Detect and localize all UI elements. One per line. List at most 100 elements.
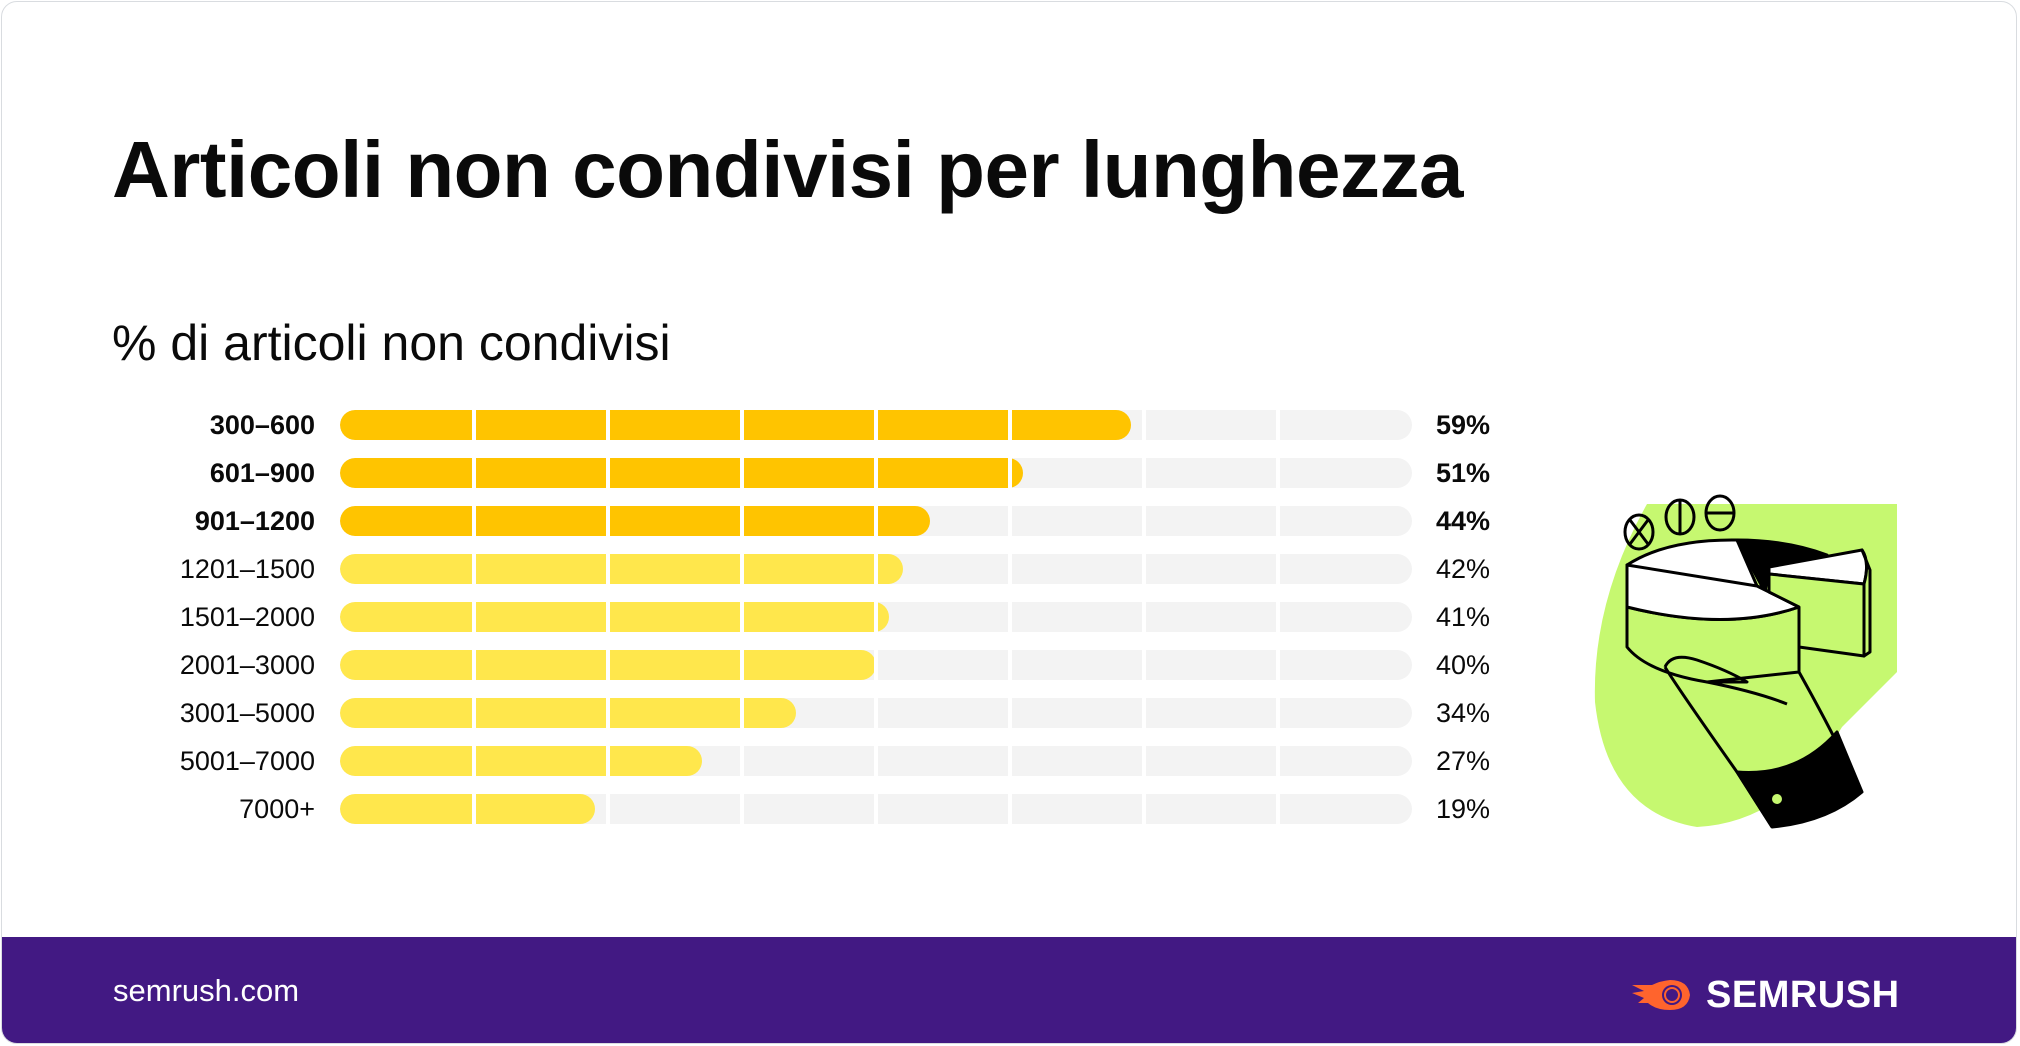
gridline <box>472 602 476 632</box>
gridline <box>606 602 610 632</box>
gridline <box>874 746 878 776</box>
bar-track <box>340 506 1412 536</box>
category-label: 1201–1500 <box>179 554 315 584</box>
bar <box>340 698 796 728</box>
gridline <box>606 458 610 488</box>
gridline <box>1008 506 1012 536</box>
gridline <box>472 746 476 776</box>
chart-subtitle: % di articoli non condivisi <box>112 315 671 371</box>
gridline <box>874 410 878 440</box>
gridline <box>606 794 610 824</box>
gridline <box>874 602 878 632</box>
bar-track <box>340 746 1412 776</box>
gridline <box>1008 698 1012 728</box>
gridline <box>1008 746 1012 776</box>
gridline <box>874 650 878 680</box>
value-label: 27% <box>1436 746 1491 776</box>
circle-x-icon <box>1623 513 1655 551</box>
gridline <box>874 554 878 584</box>
bar-track <box>340 410 1412 440</box>
gridline <box>740 506 744 536</box>
gridline <box>1142 698 1146 728</box>
gridline <box>606 698 610 728</box>
category-label: 5001–7000 <box>179 746 315 776</box>
value-label: 44% <box>1436 506 1491 536</box>
gridline <box>472 794 476 824</box>
gridline <box>1008 554 1012 584</box>
gridline <box>1142 410 1146 440</box>
gridline <box>740 602 744 632</box>
footer-url[interactable]: semrush.com <box>113 973 300 1008</box>
gridline <box>1276 650 1280 680</box>
gridline <box>874 698 878 728</box>
gridline <box>740 458 744 488</box>
bar <box>340 746 702 776</box>
gridline <box>740 746 744 776</box>
category-label: 3001–5000 <box>179 698 315 728</box>
gridline <box>1008 794 1012 824</box>
gridline <box>874 506 878 536</box>
gridline <box>1276 698 1280 728</box>
category-label: 1501–2000 <box>179 602 315 632</box>
gridline <box>1276 458 1280 488</box>
gridline <box>606 506 610 536</box>
semrush-fireball-icon <box>1632 980 1690 1010</box>
gridline <box>606 554 610 584</box>
gridline <box>1142 794 1146 824</box>
gridline <box>1276 602 1280 632</box>
category-label: 7000+ <box>239 794 315 824</box>
bar <box>340 506 930 536</box>
logo-text: SEMRUSH <box>1706 974 1900 1016</box>
bar <box>340 410 1131 440</box>
gridline <box>1142 506 1146 536</box>
category-label: 2001–3000 <box>179 650 315 680</box>
gridline <box>1008 410 1012 440</box>
gridline <box>1142 554 1146 584</box>
category-label: 300–600 <box>209 410 315 440</box>
circle-horizontal-line-icon <box>1704 494 1736 532</box>
gridline <box>606 650 610 680</box>
value-label: 34% <box>1436 698 1491 728</box>
hand-holding-pie-chart-icon <box>1594 494 1897 829</box>
gridline <box>1276 794 1280 824</box>
value-label: 42% <box>1436 554 1491 584</box>
gridline <box>740 794 744 824</box>
bar <box>340 794 595 824</box>
bar-track <box>340 794 1412 824</box>
bar-track <box>340 698 1412 728</box>
gridline <box>1008 458 1012 488</box>
gridline <box>472 554 476 584</box>
footer: semrush.com SEMRUSH <box>2 937 2016 1043</box>
gridline <box>606 746 610 776</box>
gridline <box>1276 746 1280 776</box>
value-label: 40% <box>1436 650 1491 680</box>
bar-track <box>340 650 1412 680</box>
gridline <box>874 458 878 488</box>
bar-track <box>340 554 1412 584</box>
gridline <box>472 698 476 728</box>
value-label: 51% <box>1436 458 1491 488</box>
gridline <box>1276 554 1280 584</box>
bar <box>340 458 1024 488</box>
gridline <box>472 650 476 680</box>
gridline <box>1276 410 1280 440</box>
gridline <box>1142 602 1146 632</box>
gridline <box>740 554 744 584</box>
gridline <box>472 410 476 440</box>
gridline <box>740 698 744 728</box>
bar-track <box>340 602 1412 632</box>
gridline <box>1142 458 1146 488</box>
gridline <box>1142 650 1146 680</box>
gridline <box>740 650 744 680</box>
gridline <box>740 410 744 440</box>
category-label: 601–900 <box>209 458 315 488</box>
value-label: 41% <box>1436 602 1491 632</box>
circle-vertical-line-icon <box>1664 498 1696 536</box>
gridline <box>874 794 878 824</box>
chart-title: Articoli non condivisi per lunghezza <box>112 125 1464 214</box>
gridline <box>472 506 476 536</box>
bar <box>340 602 890 632</box>
semrush-logo[interactable]: SEMRUSH <box>1630 974 1900 1016</box>
bar <box>340 554 903 584</box>
